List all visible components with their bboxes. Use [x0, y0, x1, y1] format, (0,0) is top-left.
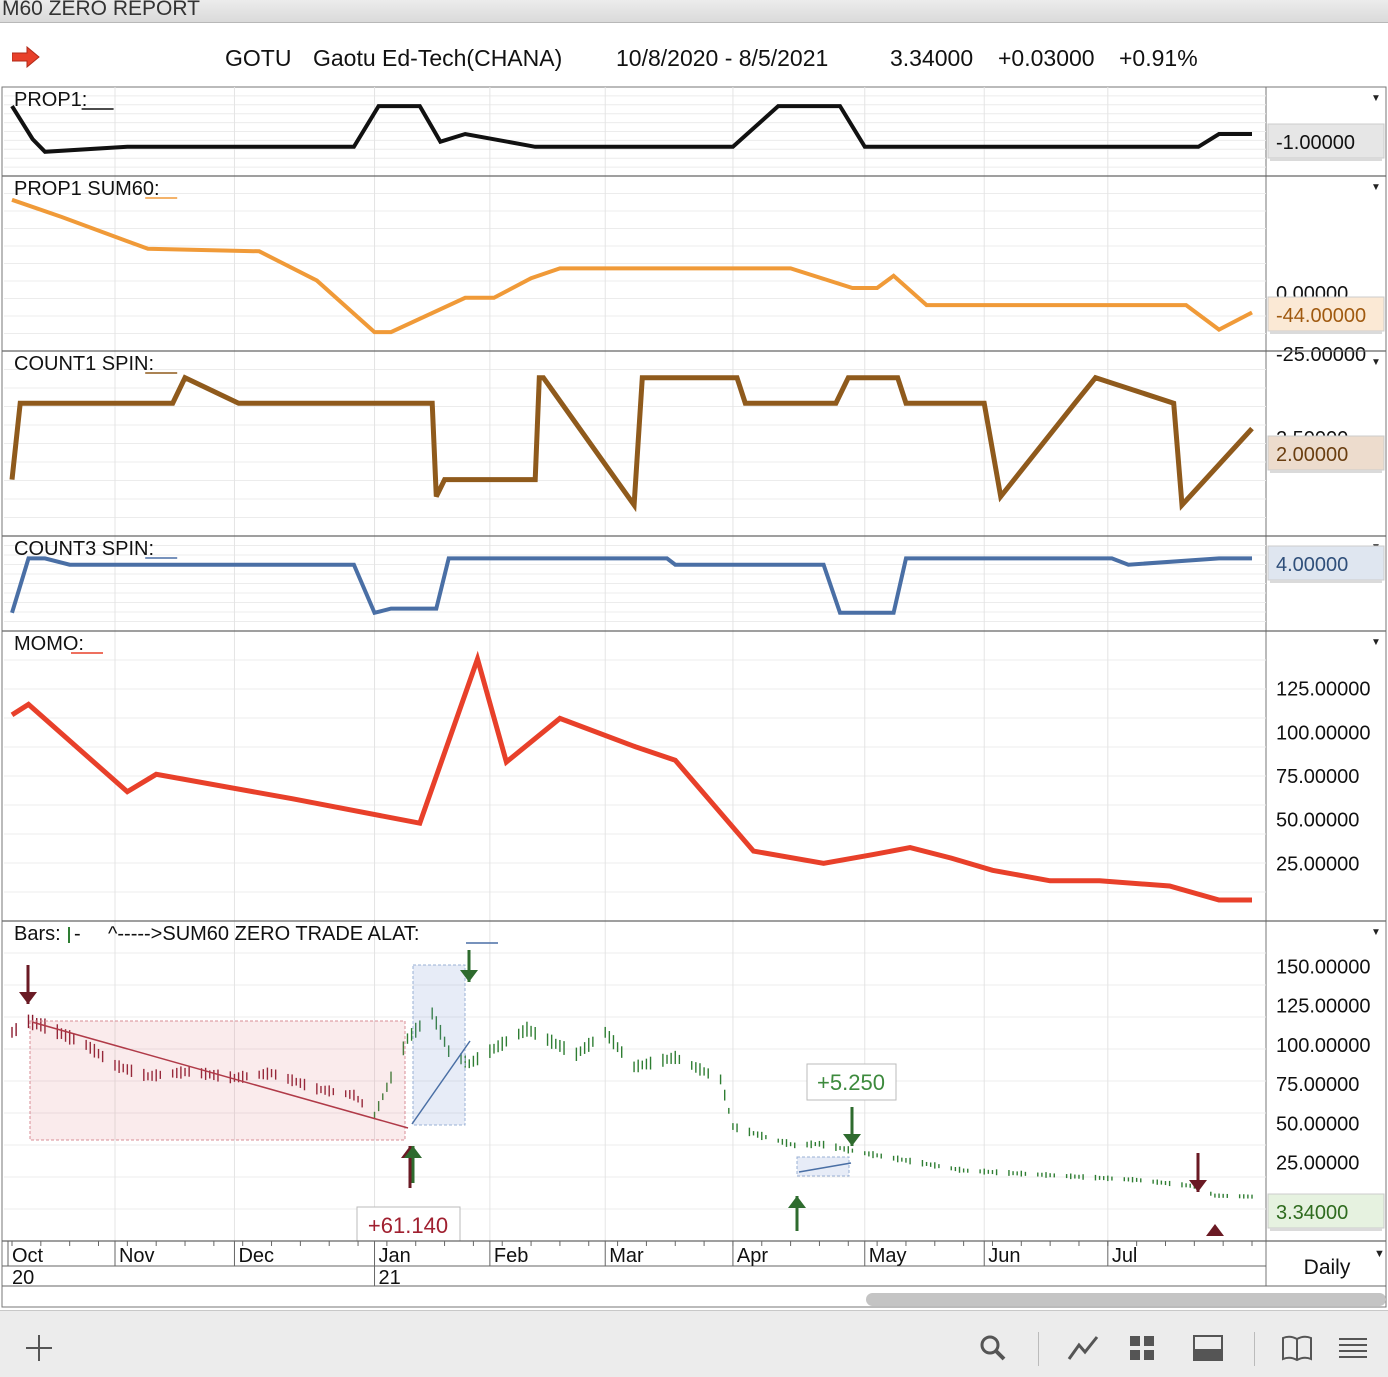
x-axis-year-label: 21	[379, 1267, 401, 1289]
axis-tick-label: 50.00000	[1276, 1113, 1359, 1135]
value-badge-text: 3.34000	[1276, 1202, 1348, 1224]
trade-box-long	[413, 965, 465, 1125]
value-badge-text: 2.00000	[1276, 444, 1348, 466]
menu-icon[interactable]	[1334, 1330, 1372, 1366]
series-line-sum60	[12, 200, 1252, 332]
series-line-prop1	[12, 106, 1252, 152]
axis-tick-label: 75.00000	[1276, 766, 1359, 788]
book-icon[interactable]	[1278, 1330, 1316, 1366]
trade-result-2: +5.250	[817, 1070, 885, 1095]
axis-tick-label: -25.00000	[1276, 344, 1366, 366]
x-axis-month-label: Jun	[988, 1245, 1020, 1267]
x-axis-month-label: Apr	[737, 1245, 768, 1267]
axis-tick-label: 125.00000	[1276, 996, 1371, 1018]
pane-chevron-down-icon: ▼	[1371, 927, 1381, 938]
bars-legend-dash: -	[74, 923, 81, 945]
sell-signal-arrow-icon-head	[19, 992, 37, 1004]
x-axis-year-label: 20	[12, 1267, 34, 1289]
pane-label-2: ^----->SUM60 ZERO TRADE ALAT:	[108, 923, 419, 945]
sell-signal-arrow-icon-2-head	[1189, 1180, 1207, 1192]
chart-area[interactable]: PROP1:▼PROP1 SUM60:▼0.00000-25.00000COUN…	[0, 0, 1388, 1310]
value-badge-text: 4.00000	[1276, 554, 1348, 576]
search-icon[interactable]	[976, 1330, 1010, 1366]
value-badge-shadow	[1270, 158, 1382, 161]
pane-label: PROP1:	[14, 89, 87, 111]
sell-signal-arrow-icon-3	[1206, 1224, 1224, 1236]
pane-sum60	[2, 176, 1386, 351]
axis-tick-label: 25.00000	[1276, 1153, 1359, 1175]
trade-result-1: +61.140	[368, 1213, 448, 1238]
layout-icon[interactable]	[1188, 1330, 1228, 1366]
bottom-toolbar	[0, 1310, 1388, 1377]
x-axis-month-label: Feb	[494, 1245, 528, 1267]
x-axis-month-label: Jan	[379, 1245, 411, 1267]
axis-tick-label: 150.00000	[1276, 956, 1371, 978]
period-chevron-down-icon[interactable]: ▼	[1374, 1248, 1385, 1260]
pane-count3	[2, 536, 1386, 631]
series-line-count1	[12, 378, 1252, 505]
series-line-momo	[12, 659, 1252, 900]
series-line-count3	[12, 558, 1252, 612]
pane-chevron-down-icon: ▼	[1371, 357, 1381, 368]
axis-tick-label: 75.00000	[1276, 1074, 1359, 1096]
axis-tick-label: 25.00000	[1276, 853, 1359, 875]
x-axis-month-label: Oct	[12, 1245, 44, 1267]
value-badge-text: -44.00000	[1276, 305, 1366, 327]
line-chart-icon[interactable]	[1064, 1330, 1102, 1366]
pane-label: COUNT1 SPIN:	[14, 353, 154, 375]
pane-chevron-down-icon: ▼	[1371, 182, 1381, 193]
trade-box-short	[30, 1021, 405, 1140]
period-label: Daily	[1304, 1256, 1351, 1280]
toolbar-separator	[1038, 1332, 1039, 1366]
toolbar-separator	[1254, 1332, 1255, 1366]
value-badge-shadow	[1270, 331, 1382, 334]
horizontal-scrollbar[interactable]	[866, 1293, 1386, 1306]
value-badge-shadow	[1270, 1228, 1382, 1231]
pane-chevron-down-icon: ▼	[1371, 93, 1381, 104]
value-badge-text: -1.00000	[1276, 132, 1355, 154]
x-axis-month-label: Dec	[238, 1245, 274, 1267]
buy-signal-arrow-icon-3-head	[788, 1196, 806, 1208]
axis-tick-label: 125.00000	[1276, 679, 1371, 701]
exit-signal-arrow-icon-2-head	[843, 1134, 861, 1146]
axis-tick-label: 100.00000	[1276, 1035, 1371, 1057]
x-axis-month-label: May	[869, 1245, 907, 1267]
axis-tick-label: 50.00000	[1276, 810, 1359, 832]
grid-icon[interactable]	[1124, 1330, 1160, 1366]
pane-label: Bars:	[14, 923, 61, 945]
x-axis-month-label: Jul	[1112, 1245, 1138, 1267]
pane-label: MOMO:	[14, 633, 84, 655]
axis-tick-label: 100.00000	[1276, 722, 1371, 744]
pane-label: PROP1 SUM60:	[14, 178, 160, 200]
value-badge-shadow	[1270, 580, 1382, 583]
plus-icon[interactable]	[22, 1330, 56, 1366]
x-axis-month-label: Mar	[609, 1245, 644, 1267]
value-badge-shadow	[1270, 470, 1382, 473]
pane-chevron-down-icon: ▼	[1371, 637, 1381, 648]
period-selector[interactable]: Daily	[1268, 1250, 1386, 1286]
pane-prop1	[4, 87, 1266, 176]
trade-box-long-2	[797, 1157, 849, 1176]
x-axis-month-label: Nov	[119, 1245, 155, 1267]
pane-momo	[2, 631, 1386, 921]
